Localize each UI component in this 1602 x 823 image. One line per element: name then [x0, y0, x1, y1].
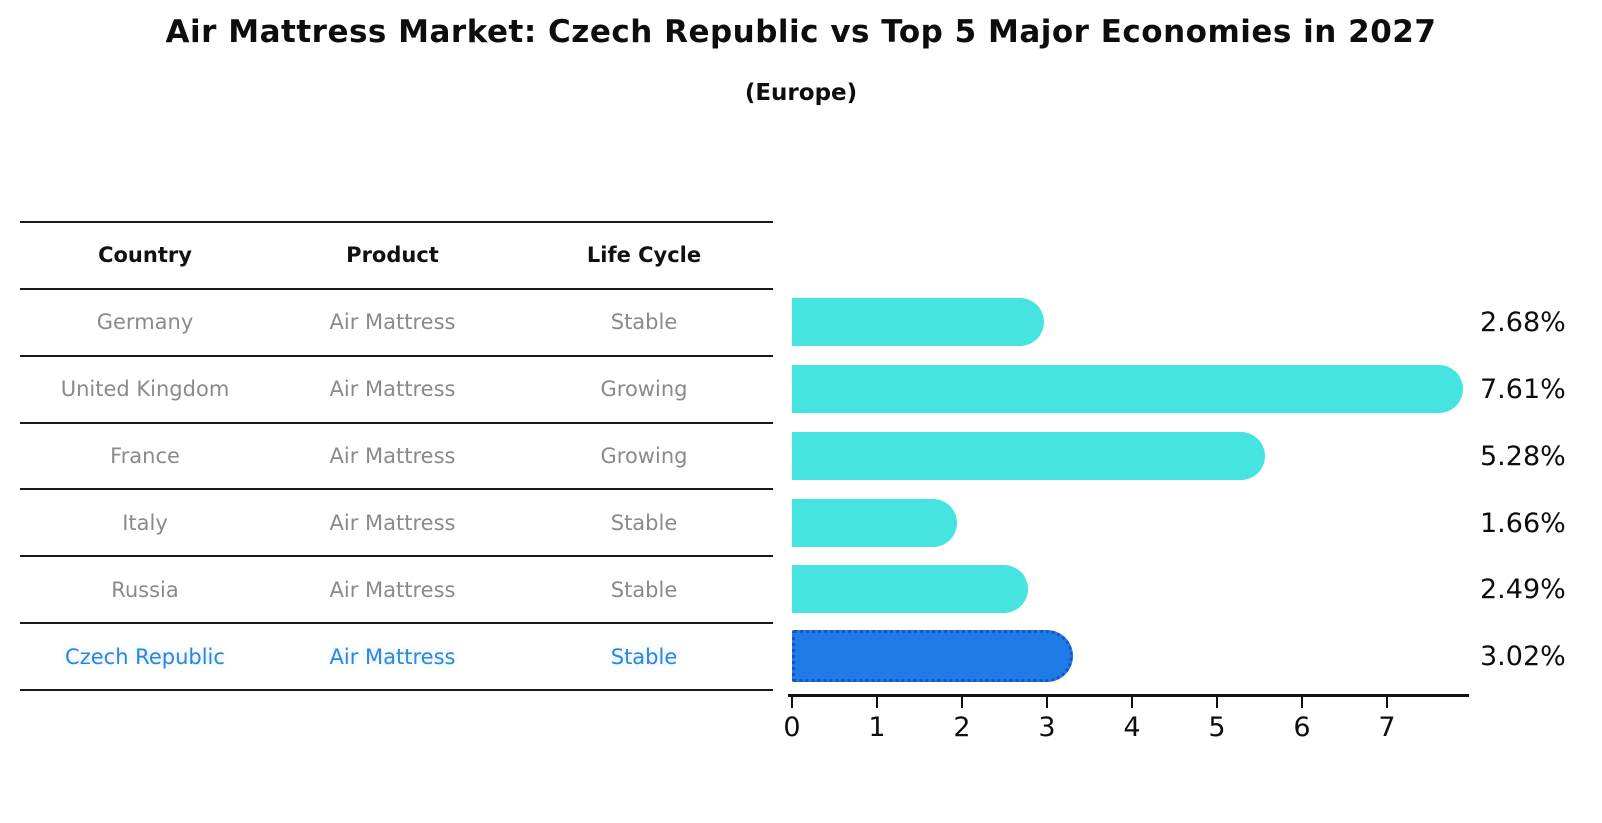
header-country: Country: [98, 243, 192, 268]
bar-row-germany: 2.68%: [792, 298, 1566, 346]
table-row-czech-republic: Czech Republic Air Mattress Stable: [20, 624, 773, 691]
tick-label: 0: [783, 712, 801, 743]
tick-label: 3: [1038, 712, 1056, 743]
table-row-germany: Germany Air Mattress Stable: [20, 290, 773, 357]
bar-russia: [792, 565, 1028, 613]
tick-mark: [876, 697, 878, 708]
tick-label: 4: [1123, 712, 1141, 743]
value-label: 3.02%: [1480, 640, 1566, 672]
value-label: 5.28%: [1480, 440, 1566, 472]
value-label: 2.49%: [1480, 573, 1566, 605]
life-cycle-cell: Stable: [610, 510, 678, 535]
tick-mark: [1386, 697, 1388, 708]
country-cell: Russia: [111, 577, 179, 602]
country-table: Country Product Life Cycle Germany Air M…: [20, 221, 773, 691]
life-cycle-cell: Growing: [600, 443, 688, 468]
table-row-united-kingdom: United Kingdom Air Mattress Growing: [20, 357, 773, 424]
country-cell: Germany: [96, 310, 194, 335]
product-cell: Air Mattress: [329, 310, 456, 335]
value-label: 7.61%: [1480, 373, 1566, 405]
tick-label: 5: [1208, 712, 1226, 743]
country-cell: United Kingdom: [60, 377, 230, 402]
value-label: 2.68%: [1480, 306, 1566, 338]
chart-subtitle: (Europe): [744, 80, 858, 106]
tick-mark: [1131, 697, 1133, 708]
life-cycle-cell: Stable: [610, 644, 678, 669]
chart-title: Air Mattress Market: Czech Republic vs T…: [165, 14, 1437, 50]
tick-label: 1: [868, 712, 886, 743]
tick-mark: [1301, 697, 1303, 708]
tick-label: 6: [1293, 712, 1311, 743]
bar-italy: [792, 499, 958, 547]
bar-france: [792, 432, 1265, 480]
tick-mark: [961, 697, 963, 708]
bar-row-italy: 1.66%: [792, 499, 1566, 547]
header-product: Product: [346, 243, 439, 268]
tick-mark: [1216, 697, 1218, 708]
bar-row-czech-republic: 3.02%: [792, 630, 1566, 682]
product-cell: Air Mattress: [329, 577, 456, 602]
country-cell: Czech Republic: [65, 644, 225, 669]
bar-plot: 2.68% 7.61% 5.28% 1.66% 2.49% 3.02% 0 1 …: [783, 221, 1602, 743]
tick-mark: [1046, 697, 1048, 708]
product-cell: Air Mattress: [329, 510, 456, 535]
tick-label: 2: [953, 712, 971, 743]
life-cycle-cell: Stable: [610, 310, 678, 335]
bar-row-france: 5.28%: [792, 432, 1566, 480]
table-row-italy: Italy Air Mattress Stable: [20, 490, 773, 558]
header-life-cycle: Life Cycle: [586, 243, 702, 268]
table-row-france: France Air Mattress Growing: [20, 424, 773, 491]
life-cycle-cell: Growing: [600, 377, 688, 402]
product-cell: Air Mattress: [329, 644, 456, 669]
tick-mark: [791, 697, 793, 708]
country-cell: France: [110, 443, 180, 468]
table-header-row: Country Product Life Cycle: [20, 223, 773, 290]
bar-czech-republic-highlighted: [792, 630, 1073, 682]
value-label: 1.66%: [1480, 507, 1566, 539]
x-axis-ticks: 0 1 2 3 4 5 6 7: [783, 697, 1473, 767]
bar-row-united-kingdom: 7.61%: [792, 365, 1566, 413]
tick-label: 7: [1378, 712, 1396, 743]
life-cycle-cell: Stable: [610, 577, 678, 602]
bar-row-russia: 2.49%: [792, 565, 1566, 613]
table-row-russia: Russia Air Mattress Stable: [20, 557, 773, 625]
country-cell: Italy: [122, 510, 168, 535]
product-cell: Air Mattress: [329, 377, 456, 402]
x-axis-line: [788, 694, 1469, 697]
bar-united-kingdom: [792, 365, 1463, 413]
product-cell: Air Mattress: [329, 443, 456, 468]
bar-germany: [792, 298, 1044, 346]
